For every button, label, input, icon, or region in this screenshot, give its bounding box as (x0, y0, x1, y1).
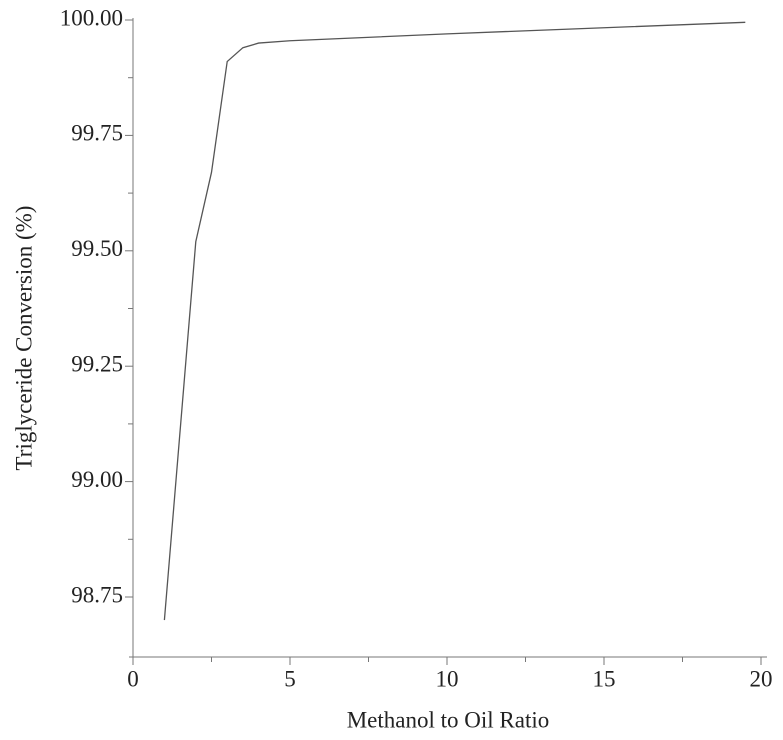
x-tick-label: 15 (593, 666, 616, 691)
y-tick-label: 99.75 (71, 121, 123, 146)
x-tick-label: 5 (284, 666, 296, 691)
x-tick-label: 0 (127, 666, 139, 691)
y-tick-label: 99.50 (71, 236, 123, 261)
y-axis-label: Triglyceride Conversion (%) (11, 206, 36, 471)
y-tick-label: 98.75 (71, 582, 123, 607)
x-tick-label: 10 (436, 666, 459, 691)
y-tick-label: 99.00 (71, 467, 123, 492)
x-axis-label: Methanol to Oil Ratio (347, 707, 550, 732)
line (163, 21, 746, 621)
y-tick-label: 100.00 (60, 5, 123, 30)
y-tick-label: 99.25 (71, 351, 123, 376)
x-tick-label: 20 (750, 666, 773, 691)
